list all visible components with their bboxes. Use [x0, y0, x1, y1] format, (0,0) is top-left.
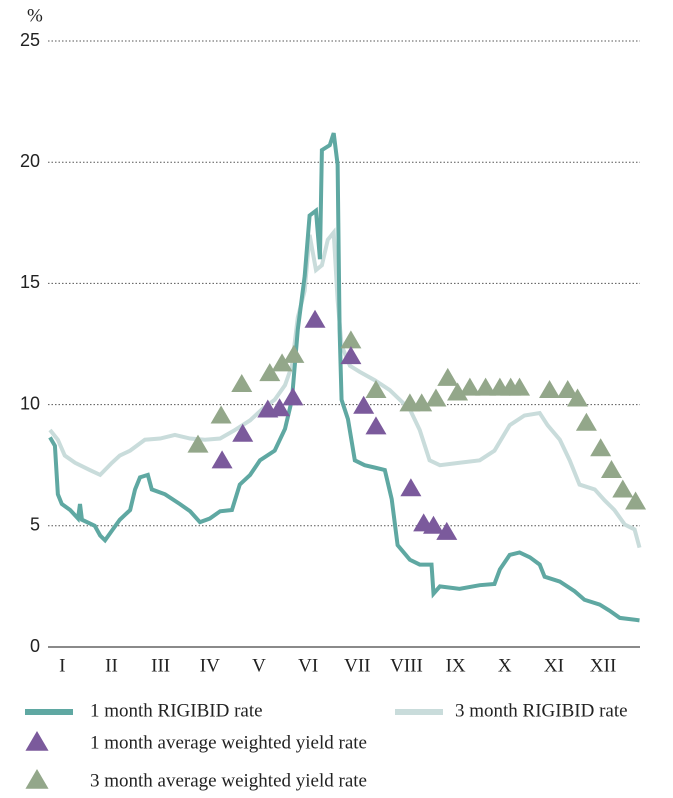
line: [48, 132, 640, 623]
y-tick-label: 20: [20, 151, 40, 171]
marker: [304, 309, 326, 328]
marker: [567, 388, 589, 407]
y-tick-label: 15: [20, 272, 40, 292]
marker: [447, 382, 469, 401]
y-tick-label: 10: [20, 393, 40, 413]
marker: [539, 380, 561, 399]
x-tick-label: X: [498, 655, 512, 676]
x-tick-label: III: [151, 655, 170, 676]
marker: [575, 412, 597, 431]
marker: [425, 388, 447, 407]
marker: [210, 405, 232, 424]
y-axis-label: %: [27, 5, 43, 26]
marker: [411, 393, 433, 412]
y-tick-label: 5: [30, 515, 40, 535]
x-tick-label: XI: [544, 655, 564, 676]
marker: [231, 373, 253, 392]
x-tick-label: VI: [298, 655, 318, 676]
marker: [600, 460, 622, 479]
marker: [557, 380, 579, 399]
marker: [232, 423, 254, 442]
legend-label: 1 month average weighted yield rate: [90, 732, 367, 753]
marker: [259, 363, 281, 382]
marker: [365, 380, 387, 399]
marker: [271, 353, 293, 372]
x-tick-label: VIII: [390, 655, 423, 676]
marker: [436, 521, 458, 540]
marker: [509, 377, 531, 396]
legend-label: 3 month average weighted yield rate: [90, 770, 367, 791]
marker: [365, 416, 387, 435]
marker: [459, 377, 481, 396]
x-tick-label: VII: [344, 655, 370, 676]
marker: [340, 330, 362, 349]
marker: [187, 434, 209, 453]
marker: [400, 478, 422, 497]
y-tick-label: 25: [20, 30, 40, 50]
x-tick-label: IX: [446, 655, 466, 676]
marker: [423, 515, 444, 534]
marker: [475, 377, 497, 396]
legend-swatch: [25, 769, 49, 789]
marker: [283, 344, 305, 363]
x-tick-label: IV: [200, 655, 220, 676]
legend-swatch: [25, 731, 49, 751]
marker: [353, 395, 375, 414]
y-tick-label: 0: [30, 636, 40, 656]
marker: [211, 450, 233, 469]
x-tick-label: I: [59, 655, 65, 676]
marker: [269, 398, 291, 417]
x-tick-label: V: [252, 655, 266, 676]
marker: [612, 479, 634, 498]
marker: [625, 491, 647, 510]
legend-label: 1 month RIGIBID rate: [90, 700, 263, 721]
line: [48, 227, 642, 549]
x-tick-label: II: [105, 655, 118, 676]
marker: [282, 387, 304, 406]
x-tick-label: XII: [590, 655, 616, 676]
marker: [590, 438, 612, 457]
marker: [437, 367, 459, 386]
legend-label: 3 month RIGIBID rate: [455, 700, 628, 721]
marker: [340, 346, 362, 365]
